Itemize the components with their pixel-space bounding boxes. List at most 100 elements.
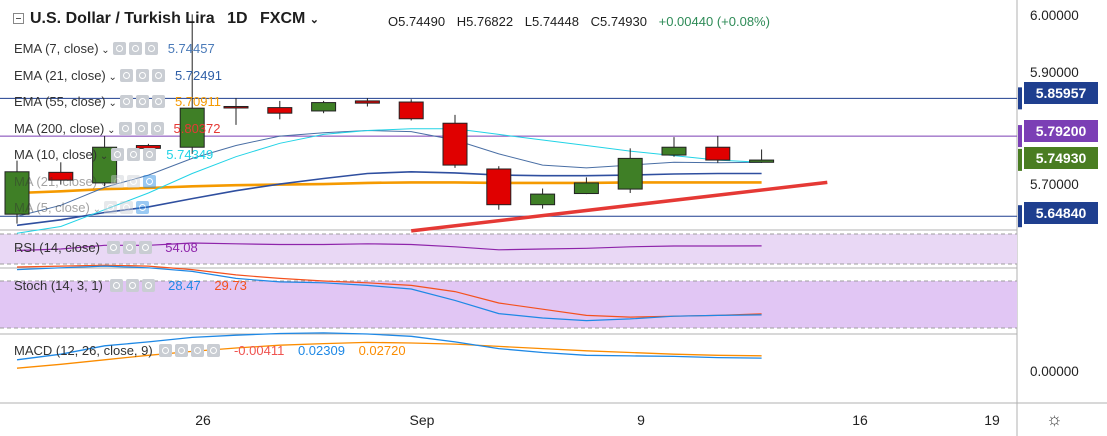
- eye-icon[interactable]: [118, 121, 132, 135]
- indicator-row: MA (10, close) ⌄ 5.74349: [14, 147, 213, 165]
- chevron-down-icon[interactable]: ⌄: [98, 45, 110, 56]
- trend-line: [410, 180, 828, 233]
- indicator-row: MA (21, close) ⌄: [14, 174, 166, 192]
- macd-label[interactable]: MACD (12, 26, close, 9): [14, 343, 153, 358]
- close-icon[interactable]: [136, 201, 150, 214]
- settings-icon[interactable]: [122, 241, 136, 254]
- price-box-marker: [1018, 125, 1022, 148]
- stoch-d-value: 29.73: [214, 278, 247, 293]
- low-value: L5.74448: [524, 14, 579, 29]
- price-box-support: 5.64840: [1024, 202, 1098, 224]
- candle-body: [4, 171, 30, 215]
- indicator-row: EMA (21, close) ⌄ 5.72491: [14, 68, 222, 86]
- chevron-down-icon[interactable]: ⌄: [309, 14, 319, 26]
- close-icon[interactable]: [138, 241, 152, 254]
- candle-body: [486, 168, 512, 206]
- candle-body: [48, 171, 74, 181]
- stoch-label[interactable]: Stoch (14, 3, 1): [14, 278, 103, 293]
- close-icon[interactable]: [151, 68, 165, 82]
- macd-zero-tick: 0.00000: [1030, 364, 1079, 379]
- chevron-down-icon[interactable]: ⌄: [105, 71, 117, 83]
- indicator-label[interactable]: MA (21, close): [14, 173, 98, 189]
- close-icon[interactable]: [143, 174, 157, 188]
- indicator-row: EMA (55, close) ⌄ 5.70911: [14, 94, 221, 112]
- eye-icon[interactable]: [159, 344, 173, 357]
- eye-icon[interactable]: [112, 42, 126, 55]
- x-tick-label: Sep: [409, 412, 435, 428]
- eye-icon[interactable]: [104, 201, 118, 214]
- macd-value: 0.02309: [297, 343, 345, 358]
- price-box-last: 5.74930: [1024, 147, 1098, 169]
- rsi-label[interactable]: RSI (14, close): [14, 240, 100, 255]
- eye-icon[interactable]: [111, 174, 125, 188]
- candle-body: [705, 146, 731, 161]
- macd-signal-value: 0.02720: [358, 343, 406, 358]
- eye-icon[interactable]: [119, 95, 133, 108]
- chevron-down-icon[interactable]: ⌄: [97, 177, 109, 189]
- symbol-title: U.S. Dollar / Turkish Lira: [30, 10, 215, 27]
- indicator-row: MA (200, close) ⌄ 5.80372: [14, 121, 221, 139]
- source-label: FXCM: [260, 10, 306, 27]
- close-icon[interactable]: [144, 42, 158, 55]
- settings-icon[interactable]: [135, 68, 149, 82]
- x-tick-label: 26: [195, 412, 211, 428]
- chevron-down-icon[interactable]: ⌄: [104, 124, 116, 136]
- indicator-row: EMA (7, close) ⌄ 5.74457: [14, 41, 215, 59]
- eye-icon[interactable]: [106, 241, 120, 254]
- price-tick-label: 5.70000: [1030, 177, 1079, 192]
- settings-icon[interactable]: [120, 201, 134, 214]
- eye-icon[interactable]: [111, 148, 125, 161]
- candle-body: [267, 107, 293, 114]
- candle-body: [398, 101, 424, 120]
- settings-icon[interactable]: [134, 121, 148, 135]
- eye-icon[interactable]: [109, 279, 123, 292]
- x-tick-label: 9: [637, 412, 645, 428]
- stoch-k-value: 28.47: [168, 278, 201, 293]
- price-box-marker: [1018, 148, 1022, 171]
- indicator-label[interactable]: MA (10, close): [14, 147, 98, 162]
- stoch-k-line: [16, 265, 762, 322]
- settings-icon[interactable]: [127, 148, 141, 161]
- candle-body: [573, 182, 599, 195]
- x-tick-label: 19: [984, 412, 1000, 428]
- gear-icon[interactable]: ☼: [1046, 409, 1063, 429]
- settings-icon[interactable]: [175, 344, 189, 357]
- change-value: +0.00440 (+0.08%): [658, 14, 770, 29]
- interval-label[interactable]: 1D: [227, 10, 248, 27]
- rsi-band: [0, 234, 1017, 264]
- indicator-label[interactable]: EMA (21, close): [14, 67, 106, 83]
- macd-hist-value: -0.00411: [233, 343, 285, 358]
- rsi-legend: RSI (14, close) 54.08: [14, 240, 198, 256]
- close-icon[interactable]: [141, 279, 155, 292]
- x-tick-label: 16: [852, 412, 868, 428]
- settings-icon[interactable]: [125, 279, 139, 292]
- indicator-label[interactable]: EMA (55, close): [14, 94, 106, 109]
- indicator-label[interactable]: MA (200, close): [14, 120, 105, 136]
- settings-icon[interactable]: [127, 174, 141, 188]
- close-value: C5.74930: [590, 14, 647, 29]
- chevron-down-icon[interactable]: ⌄: [89, 204, 102, 215]
- chevron-down-icon[interactable]: ⌄: [105, 98, 117, 109]
- candle-body: [223, 105, 249, 109]
- settings-icon[interactable]: [128, 42, 142, 55]
- candle-body: [442, 122, 468, 166]
- indicator-row: MA (5, close) ⌄: [14, 200, 159, 218]
- close-icon[interactable]: [143, 148, 157, 161]
- indicator-label[interactable]: MA (5, close): [14, 200, 90, 215]
- collapse-icon[interactable]: [13, 13, 24, 24]
- chevron-down-icon[interactable]: ⌄: [97, 151, 109, 162]
- close-icon[interactable]: [150, 121, 164, 135]
- candle-body: [749, 159, 775, 163]
- code-icon[interactable]: [191, 344, 205, 357]
- price-box-level: 5.79200: [1024, 120, 1098, 142]
- close-icon[interactable]: [151, 95, 165, 108]
- candle-body: [311, 102, 337, 112]
- indicator-label[interactable]: EMA (7, close): [14, 41, 99, 56]
- eye-icon[interactable]: [119, 68, 133, 82]
- settings-icon[interactable]: [135, 95, 149, 108]
- close-icon[interactable]: [207, 344, 221, 357]
- price-box-resistance: 5.85957: [1024, 82, 1098, 104]
- candle-body: [354, 100, 380, 104]
- macd-signal-line: [16, 341, 762, 369]
